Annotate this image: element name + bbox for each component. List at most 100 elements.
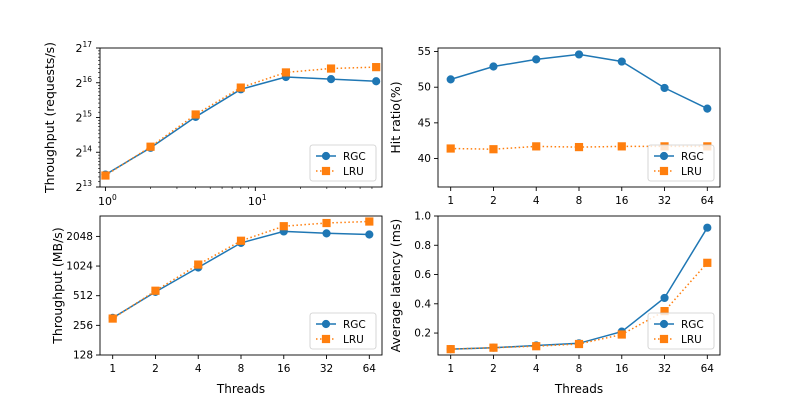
y-tick-label: 128 (73, 350, 93, 362)
chart-throughput-mb: 128 256 512 1024 2048 1 2 4 8 16 32 64 Throughput (M… (50, 215, 383, 396)
series-rgc (446, 50, 712, 113)
data-point-rgc (326, 74, 336, 84)
data-point-rgc (446, 75, 455, 84)
data-point-lru (151, 286, 160, 295)
data-point-lru (446, 345, 455, 354)
data-point-rgc (574, 50, 584, 59)
series-lru (108, 217, 374, 323)
x-tick-label: 64 (701, 195, 715, 207)
chart-latency: 0.2 0.4 0.6 0.8 1.0 1 2 4 8 16 32 64 Average latency… (388, 211, 721, 396)
x-ticks: 100 101 (98, 187, 373, 208)
series-line-rgc (450, 53, 708, 110)
data-point-lru (489, 145, 498, 154)
data-point-lru (281, 68, 291, 77)
data-point-lru (446, 144, 455, 153)
y-ticks: 40 45 50 55 (418, 46, 438, 165)
series-lru (446, 258, 712, 354)
x-tick-label: 4 (533, 195, 540, 207)
data-point-lru (191, 110, 200, 119)
x-tick-label: 16 (277, 363, 291, 375)
data-point-lru (279, 222, 288, 231)
y-tick-label: 214 (75, 144, 92, 159)
data-point-lru (326, 64, 336, 73)
data-point-lru (108, 314, 117, 323)
x-tick-label: 32 (658, 363, 671, 375)
series-lru (101, 63, 381, 180)
y-axis-label: Throughput (MB/s) (50, 227, 65, 344)
y-tick-label: 1.0 (414, 211, 431, 223)
y-ticks: 128 256 512 1024 2048 (66, 231, 100, 362)
data-point-lru (532, 142, 541, 151)
y-tick-label: 256 (73, 320, 93, 332)
legend-marker-rgc (321, 151, 331, 161)
y-tick-label: 217 (75, 40, 92, 55)
y-ticks: 0.2 0.4 0.6 0.8 1.0 (414, 211, 438, 340)
data-point-rgc (617, 57, 626, 66)
data-point-lru (574, 339, 584, 349)
y-tick-label: 0.8 (414, 240, 431, 252)
data-point-lru (532, 342, 541, 351)
y-ticks: 213 214 215 216 217 (75, 40, 100, 194)
legend-marker-lru (659, 334, 669, 344)
x-ticks: 1 2 4 8 16 32 64 (109, 355, 376, 375)
y-tick-label: 40 (418, 153, 431, 165)
data-point-rgc (532, 55, 541, 64)
y-axis-label: Hit ratio(%) (388, 81, 403, 153)
data-point-lru (617, 142, 626, 151)
legend: RGC LRU (647, 144, 715, 182)
y-axis-label: Average latency (ms) (388, 219, 403, 353)
y-tick-label: 1024 (66, 261, 93, 273)
x-tick-label: 64 (363, 363, 377, 375)
legend-label-lru: LRU (343, 166, 364, 178)
data-point-rgc (322, 229, 331, 238)
x-tick-label: 2 (490, 363, 497, 375)
x-tick-label: 100 (98, 193, 117, 208)
y-axis-label: Throughput (requests/s) (42, 42, 57, 194)
legend: RGC LRU (647, 312, 715, 350)
legend: RGC LRU (309, 144, 377, 182)
y-tick-label: 213 (75, 179, 92, 194)
x-axis-label: Threads (554, 382, 603, 396)
chart-throughput-req: 213 214 215 216 217 100 101 Throughput (request… (42, 40, 383, 208)
data-point-lru (617, 330, 626, 339)
y-tick-label: 2048 (66, 231, 93, 243)
x-tick-label: 32 (320, 363, 333, 375)
x-tick-label: 4 (533, 363, 540, 375)
data-point-lru (703, 258, 712, 267)
legend-label-rgc: RGC (681, 151, 704, 163)
y-tick-label: 216 (75, 75, 92, 90)
data-point-lru (194, 260, 203, 269)
legend-marker-lru (321, 166, 331, 176)
legend-label-rgc: RGC (343, 319, 366, 331)
x-axis-label: Threads (216, 382, 265, 396)
legend-marker-rgc (659, 151, 669, 161)
x-tick-label: 1 (109, 363, 116, 375)
x-tick-label: 16 (615, 363, 629, 375)
data-point-rgc (703, 223, 712, 232)
y-tick-label: 45 (418, 117, 431, 129)
y-tick-label: 0.2 (414, 328, 431, 340)
x-tick-label: 2 (152, 363, 159, 375)
data-point-lru (365, 217, 374, 226)
data-point-rgc (489, 62, 498, 71)
x-tick-label: 4 (195, 363, 202, 375)
chart-hit-ratio: 40 45 50 55 1 2 4 8 16 32 64 Hit ratio(%) RGC LRU (388, 46, 721, 207)
legend: RGC LRU (309, 312, 377, 350)
data-point-lru (489, 343, 498, 352)
y-tick-label: 0.6 (414, 269, 431, 281)
legend-label-lru: LRU (681, 166, 702, 178)
x-tick-label: 1 (447, 195, 454, 207)
y-tick-label: 55 (418, 46, 431, 58)
data-point-lru (236, 236, 246, 245)
data-point-rgc (365, 230, 374, 239)
legend-marker-rgc (659, 319, 669, 329)
data-point-lru (146, 142, 155, 151)
legend-label-rgc: RGC (681, 319, 704, 331)
data-point-lru (574, 142, 584, 152)
x-tick-label: 8 (576, 195, 583, 207)
x-tick-label: 1 (447, 363, 454, 375)
legend-label-rgc: RGC (343, 151, 366, 163)
x-tick-label: 8 (576, 363, 583, 375)
legend-marker-lru (659, 166, 669, 176)
